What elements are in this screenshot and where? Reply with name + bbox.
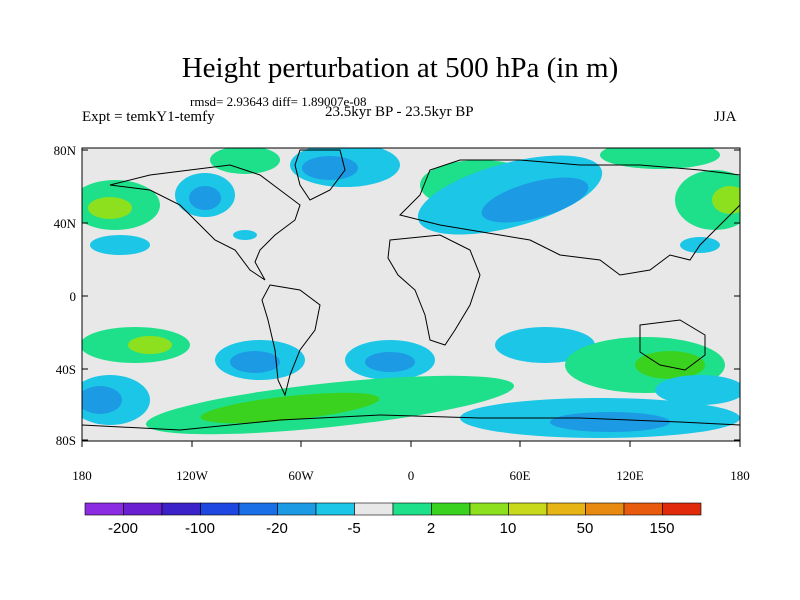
colorbar-label: -5 xyxy=(347,520,360,537)
lat-label: 40N xyxy=(54,216,77,231)
colorbar-swatch xyxy=(431,502,471,516)
colorbar-swatch xyxy=(123,502,163,516)
colorbar-swatch xyxy=(315,502,355,516)
longitude-axis xyxy=(81,441,741,447)
lon-label: 180 xyxy=(72,468,92,483)
season-label: JJA xyxy=(714,109,737,125)
plot-title: Height perturbation at 500 hPa (in m) xyxy=(181,52,619,84)
colorbar-swatch xyxy=(546,502,586,516)
colorbar-swatch xyxy=(238,502,278,516)
colorbar-swatch xyxy=(508,502,548,516)
colorbar-label: -200 xyxy=(108,520,138,537)
colorbar-swatch xyxy=(623,502,663,516)
lon-label: 60W xyxy=(288,468,314,483)
lon-label: 120E xyxy=(616,468,644,483)
colorbar-swatch xyxy=(277,502,317,516)
colorbar-swatch xyxy=(469,502,509,516)
lat-label: 0 xyxy=(70,289,77,304)
colorbar-label: 150 xyxy=(649,520,674,537)
lon-label: 0 xyxy=(408,468,415,483)
contour-fills xyxy=(82,148,740,438)
lon-label: 60E xyxy=(510,468,531,483)
period-label: 23.5kyr BP - 23.5kyr BP xyxy=(325,104,474,120)
colorbar-label: 50 xyxy=(577,520,594,537)
colorbar-swatch xyxy=(161,502,201,516)
colorbar-swatch xyxy=(585,502,625,516)
coastlines xyxy=(82,149,740,431)
lon-label: 180 xyxy=(730,468,750,483)
colorbar-swatch xyxy=(84,502,124,516)
lon-label: 120W xyxy=(176,468,209,483)
lat-label: 80N xyxy=(54,143,77,158)
colorbar xyxy=(84,502,702,516)
colorbar-label: -100 xyxy=(185,520,215,537)
colorbar-label: 10 xyxy=(500,520,517,537)
experiment-label: Expt = temkY1-temfy xyxy=(82,109,215,125)
colorbar-swatch xyxy=(662,502,702,516)
latitude-axis xyxy=(82,149,740,441)
colorbar-label: -20 xyxy=(266,520,288,537)
lat-label: 40S xyxy=(56,362,76,377)
colorbar-swatch xyxy=(392,502,432,516)
lat-label: 80S xyxy=(56,433,76,448)
stats-text: rmsd= 2.93643 diff= 1.89007e-08 xyxy=(190,94,367,109)
colorbar-swatch xyxy=(354,502,394,516)
colorbar-label: 2 xyxy=(427,520,435,537)
colorbar-swatch xyxy=(200,502,240,516)
